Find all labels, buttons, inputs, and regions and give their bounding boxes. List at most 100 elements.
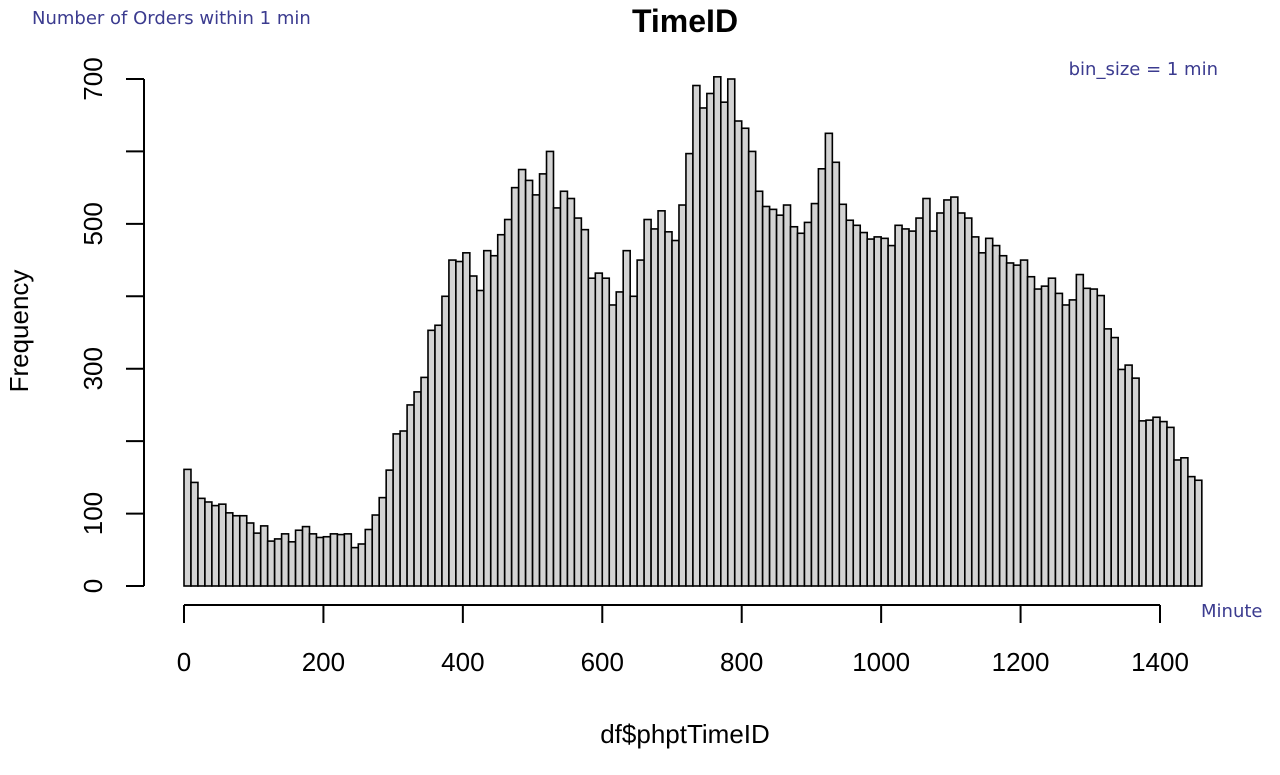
histogram-bar (259, 525, 269, 587)
histogram-bar (1054, 292, 1064, 587)
chart-title: TimeID (632, 3, 738, 39)
y-tick-label: 500 (78, 202, 108, 245)
histogram-bar (266, 540, 276, 587)
histogram-bar (238, 514, 248, 587)
histogram-bar (761, 205, 771, 587)
histogram-bar (998, 254, 1008, 587)
histogram-bar (991, 244, 1001, 587)
histogram-bar (434, 324, 443, 587)
histogram-bar (399, 430, 408, 587)
y-tick-label: 0 (78, 579, 108, 593)
histogram-bar (469, 275, 478, 587)
histogram-bar (225, 512, 234, 587)
histogram-bar (1082, 287, 1092, 587)
histogram-bar (977, 252, 987, 587)
histogram-bar (218, 503, 227, 587)
histogram-bar (845, 219, 855, 587)
histogram-bar (531, 194, 541, 587)
histogram-bar (197, 497, 206, 587)
histogram-bar (1173, 459, 1182, 587)
histogram-bar (315, 536, 325, 587)
histogram-bar (943, 199, 952, 587)
histogram-bar (1110, 336, 1119, 587)
histogram-bar (1124, 364, 1133, 587)
histogram-bar (510, 186, 520, 587)
histogram-bar (462, 252, 471, 587)
histogram-bar (664, 231, 673, 587)
histogram-bar (343, 533, 353, 587)
histogram-bar (950, 196, 959, 587)
y-tick-label: 300 (78, 347, 108, 390)
histogram-bar (859, 231, 869, 587)
histogram-bar (608, 304, 618, 587)
histogram-bar (824, 132, 834, 587)
histogram-bar (740, 127, 750, 587)
histogram-bar (378, 496, 387, 587)
histogram-bar (294, 529, 304, 587)
histogram-bar (719, 101, 729, 587)
x-tick-label: 1400 (1131, 647, 1189, 677)
histogram-bar (643, 218, 652, 587)
histogram-bar (1152, 416, 1161, 587)
histogram-bar (699, 107, 708, 587)
histogram-bar (392, 433, 401, 587)
histogram-bar (922, 197, 931, 587)
bars-group (183, 76, 1203, 587)
histogram-bar (1019, 259, 1029, 587)
histogram-bar (287, 541, 297, 587)
histogram-bar (1033, 288, 1043, 587)
histogram-bar (984, 237, 994, 587)
histogram-bar (929, 230, 938, 587)
histogram-bar (301, 525, 311, 587)
histogram-bar (1096, 294, 1106, 587)
histogram-bar (963, 217, 973, 587)
histogram-bar (657, 210, 666, 587)
histogram-bar (427, 329, 436, 587)
x-tick-label: 1000 (852, 647, 910, 677)
y-tick-label: 100 (78, 492, 108, 535)
x-tick-label: 600 (581, 647, 624, 677)
x-axis: 0 200 400 600 800 1000 1200 1400 (177, 604, 1189, 677)
histogram-bar (789, 225, 799, 587)
histogram-bar (385, 469, 394, 587)
histogram-bar (671, 239, 680, 587)
histogram-bar (622, 249, 631, 587)
histogram-bar (364, 528, 374, 587)
y-tick-label: 700 (78, 57, 108, 100)
histogram-bar (566, 197, 576, 587)
annotation-bin-size: bin_size = 1 min (1069, 59, 1218, 80)
histogram-bar (545, 150, 555, 587)
histogram-bar (713, 76, 722, 587)
histogram-bar (204, 501, 213, 587)
histogram-bar (1068, 299, 1078, 587)
y-axis-label: Frequency (4, 270, 34, 393)
histogram-bar (1026, 275, 1036, 587)
histogram-bar (908, 230, 917, 587)
histogram-bar (482, 249, 492, 587)
histogram-bar (1103, 328, 1112, 587)
histogram-bar (894, 224, 903, 587)
histogram-bar (1194, 479, 1203, 587)
histogram-bar (866, 238, 875, 587)
histogram-bar (1145, 419, 1154, 587)
histogram-bar (1138, 420, 1147, 587)
histogram-bar (803, 221, 813, 587)
histogram-bar (252, 532, 262, 587)
x-tick-label: 0 (177, 647, 191, 677)
histogram-bar (190, 481, 199, 587)
histogram-bar (273, 538, 283, 587)
histogram-bar (1075, 273, 1085, 587)
histogram-bar (831, 161, 841, 587)
histogram-bar (489, 254, 499, 587)
histogram-bar (587, 277, 597, 587)
histogram-bar (1117, 368, 1126, 587)
histogram-bar (308, 533, 318, 587)
histogram-bar (873, 236, 882, 587)
x-tick-label: 400 (441, 647, 484, 677)
histogram-bar (475, 289, 485, 587)
histogram-bar (245, 522, 255, 587)
histogram-bar (901, 228, 910, 587)
histogram-bar (733, 120, 743, 587)
histogram-bar (524, 179, 534, 587)
